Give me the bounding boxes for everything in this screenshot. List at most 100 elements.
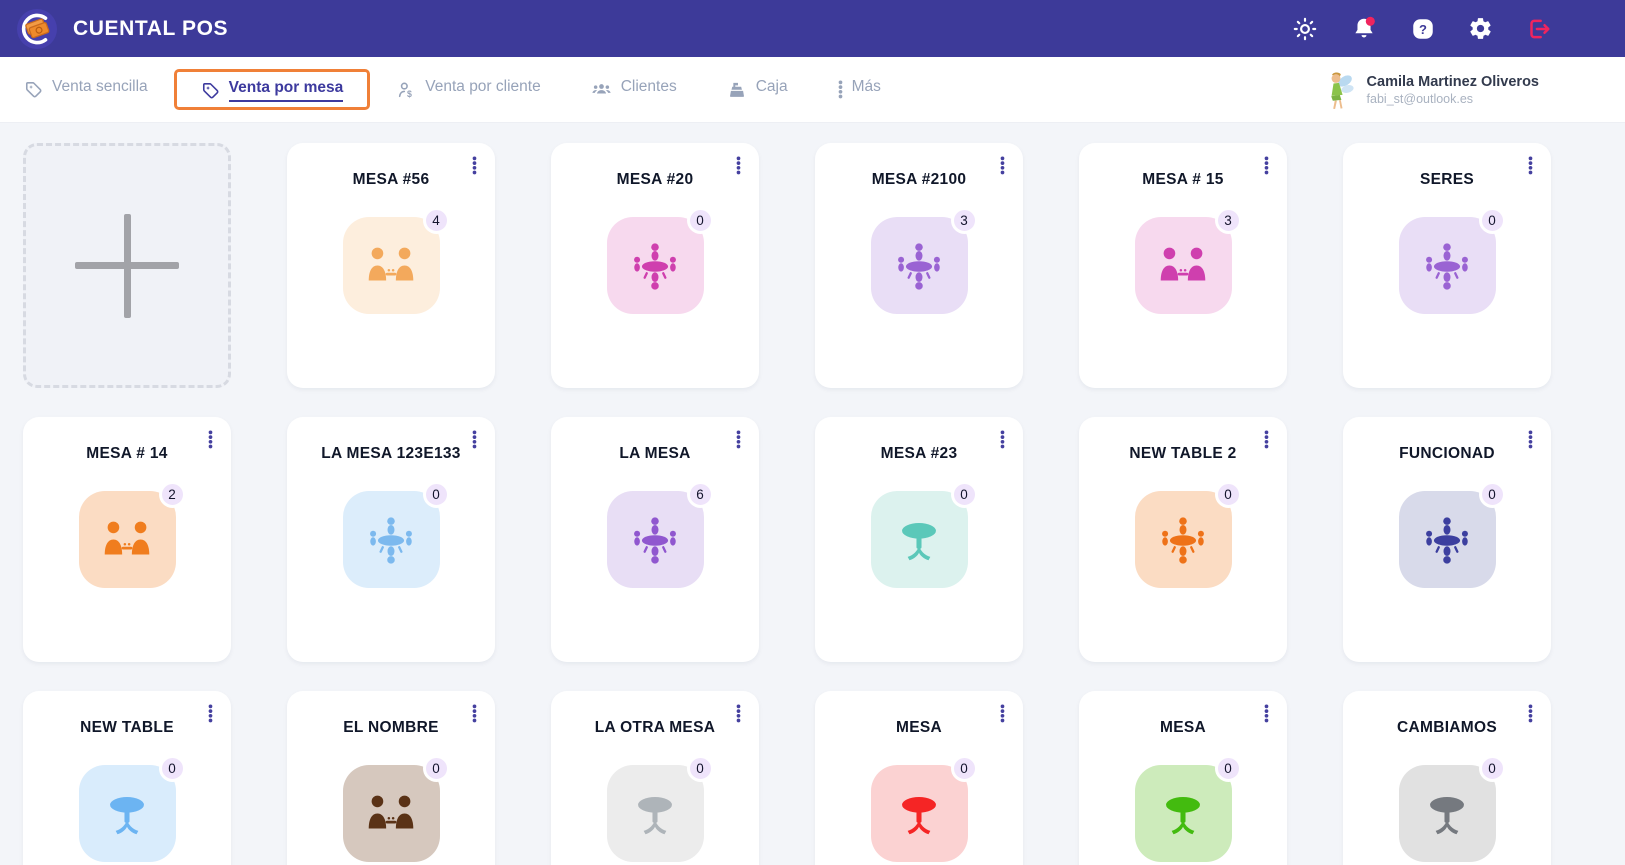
meeting-table-icon [1152, 235, 1214, 297]
register-icon [727, 80, 747, 100]
bell-icon[interactable] [1350, 15, 1378, 43]
tab-label: Clientes [620, 78, 677, 95]
table-table-icon [624, 783, 686, 845]
table-name: MESA # 14 [86, 445, 168, 462]
gear-icon[interactable] [1468, 16, 1493, 41]
table-name: EL NOMBRE [343, 719, 439, 736]
table-count-badge: 0 [1478, 481, 1506, 508]
card-menu-button[interactable] [1262, 154, 1271, 177]
tab-venta-sencilla[interactable]: Venta sencilla [24, 78, 148, 101]
table-name: MESA [1160, 719, 1206, 736]
table-card[interactable]: MESA #56 4 [287, 143, 495, 388]
table-icon-tile: 0 [1398, 207, 1506, 314]
table-card[interactable]: MESA # 14 2 [23, 417, 231, 662]
table-icon-tile: 0 [1398, 481, 1506, 588]
tab-mas[interactable]: Más [838, 78, 881, 101]
brightness-icon[interactable] [1292, 16, 1318, 42]
card-menu-button[interactable] [1526, 428, 1535, 451]
card-menu-button[interactable] [734, 428, 743, 451]
table-icon-tile: 0 [342, 481, 450, 588]
table-card[interactable]: MESA #20 0 [551, 143, 759, 388]
table-card[interactable]: MESA # 15 3 [1079, 143, 1287, 388]
card-menu-button[interactable] [470, 428, 479, 451]
card-menu-button[interactable] [734, 154, 743, 177]
banquet-table-icon [1152, 509, 1214, 571]
meeting-table-icon [96, 509, 158, 571]
table-card[interactable]: MESA 0 [815, 691, 1023, 865]
table-name: LA OTRA MESA [594, 719, 716, 736]
table-table-icon [1152, 783, 1214, 845]
table-name: MESA #2100 [871, 171, 967, 188]
banquet-table-icon [1416, 235, 1478, 297]
card-menu-button[interactable] [734, 702, 743, 725]
table-count-badge: 0 [950, 755, 978, 782]
card-menu-button[interactable] [998, 428, 1007, 451]
tabs: Venta sencilla Venta por mesa $ Venta por c… [24, 69, 881, 110]
card-menu-button[interactable] [998, 154, 1007, 177]
table-name: NEW TABLE 2 [1129, 445, 1237, 462]
user-profile[interactable]: Camila Martinez Oliveros fabi_st@outlook… [1323, 70, 1539, 110]
table-card[interactable]: EL NOMBRE 0 [287, 691, 495, 865]
table-count-badge: 0 [1478, 755, 1506, 782]
card-menu-button[interactable] [1262, 702, 1271, 725]
table-count-badge: 2 [158, 481, 186, 508]
table-icon-tile: 0 [870, 755, 978, 862]
table-card[interactable]: LA OTRA MESA 0 [551, 691, 759, 865]
card-menu-button[interactable] [206, 428, 215, 451]
tab-label: Venta sencilla [52, 78, 148, 95]
table-name: FUNCIONAD [1399, 445, 1495, 462]
card-menu-button[interactable] [206, 702, 215, 725]
table-table-icon [888, 509, 950, 571]
table-card[interactable]: NEW TABLE 2 0 [1079, 417, 1287, 662]
user-avatar [1323, 70, 1357, 110]
table-table-icon [96, 783, 158, 845]
table-card[interactable]: MESA #23 0 [815, 417, 1023, 662]
card-menu-button[interactable] [1526, 154, 1535, 177]
table-count-badge: 0 [686, 207, 714, 234]
card-menu-button[interactable] [1526, 702, 1535, 725]
banquet-table-icon [624, 235, 686, 297]
table-icon-tile: 3 [870, 207, 978, 314]
card-menu-button[interactable] [998, 702, 1007, 725]
card-menu-button[interactable] [470, 702, 479, 725]
table-count-badge: 0 [1478, 207, 1506, 234]
tag-icon [201, 81, 220, 100]
table-card[interactable]: LA MESA 6 [551, 417, 759, 662]
card-menu-button[interactable] [1262, 428, 1271, 451]
table-card[interactable]: LA MESA 123E133 0 [287, 417, 495, 662]
tab-clientes[interactable]: Clientes [591, 78, 677, 101]
tab-venta-por-mesa[interactable]: Venta por mesa [173, 69, 371, 110]
table-card[interactable]: FUNCIONAD 0 [1343, 417, 1551, 662]
table-table-icon [888, 783, 950, 845]
table-count-badge: 0 [950, 481, 978, 508]
people-icon [591, 79, 612, 100]
table-icon-tile: 0 [78, 755, 186, 862]
banquet-table-icon [1416, 509, 1478, 571]
table-name: CAMBIAMOS [1397, 719, 1497, 736]
banquet-table-icon [888, 235, 950, 297]
tab-caja[interactable]: Caja [727, 78, 788, 101]
table-card[interactable]: NEW TABLE 0 [23, 691, 231, 865]
logout-icon[interactable] [1525, 16, 1551, 42]
card-menu-button[interactable] [470, 154, 479, 177]
table-name: MESA #56 [352, 171, 430, 188]
user-email: fabi_st@outlook.es [1366, 91, 1474, 106]
add-table-button[interactable] [23, 143, 231, 388]
user-text: Camila Martinez Oliveros fabi_st@outlook… [1367, 74, 1539, 106]
tab-venta-por-cliente[interactable]: $ Venta por cliente [396, 78, 541, 101]
svg-text:$: $ [407, 88, 412, 98]
table-name: LA MESA 123E133 [321, 445, 461, 462]
table-card[interactable]: MESA #2100 3 [815, 143, 1023, 388]
banquet-table-icon [624, 509, 686, 571]
table-icon-tile: 0 [606, 207, 714, 314]
table-icon-tile: 0 [342, 755, 450, 862]
page-title: CUENTAL POS [73, 16, 229, 40]
tab-label: Caja [755, 78, 788, 95]
table-card[interactable]: CAMBIAMOS 0 [1343, 691, 1551, 865]
table-count-badge: 0 [422, 755, 450, 782]
table-count-badge: 3 [950, 207, 978, 234]
table-icon-tile: 0 [606, 755, 714, 862]
table-card[interactable]: MESA 0 [1079, 691, 1287, 865]
question-icon[interactable]: ? [1410, 16, 1436, 42]
table-card[interactable]: SERES 0 [1343, 143, 1551, 388]
